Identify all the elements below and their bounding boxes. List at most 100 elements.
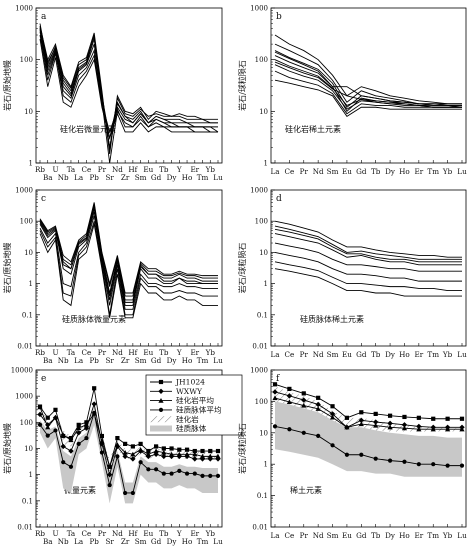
x-tick-label: Yb <box>205 348 216 357</box>
data-point-triangle <box>158 398 164 403</box>
data-point-triangle <box>176 451 182 457</box>
data-point-triangle <box>373 422 379 428</box>
data-point-triangle <box>122 449 128 455</box>
x-tick-label: Ho <box>182 356 193 365</box>
x-tick-label: Ce <box>285 531 295 540</box>
legend-label: JH1024 <box>175 378 205 387</box>
series-line <box>39 202 218 294</box>
y-tick-label: 10 <box>24 445 33 453</box>
x-tick-label: Sm <box>135 173 147 182</box>
data-point-circle <box>416 462 421 467</box>
data-point-triangle <box>145 451 151 457</box>
legend-label: 硅化岩 <box>176 414 199 424</box>
x-tick-label: Tb <box>371 167 381 176</box>
data-point-square <box>287 386 292 392</box>
y-tick-label: 10 <box>24 249 33 257</box>
x-tick-label: Eu <box>342 531 352 540</box>
series-line <box>39 25 218 154</box>
data-point-circle <box>208 473 213 478</box>
plot-frame <box>270 7 467 164</box>
x-tick-label: Dy <box>385 167 396 176</box>
plot-frame <box>270 189 467 347</box>
plot-frame <box>35 7 223 164</box>
data-point-circle <box>92 410 97 416</box>
panel-letter: a <box>41 12 47 22</box>
series-line <box>274 220 462 258</box>
data-point-circle <box>215 473 221 478</box>
data-point-square <box>192 448 197 454</box>
data-point-triangle <box>83 422 90 427</box>
data-point-square <box>184 447 190 452</box>
y-tick-label: 0.1 <box>257 492 268 500</box>
data-point-square <box>459 416 465 421</box>
data-point-triangle <box>401 425 408 431</box>
data-point-circle <box>153 467 159 472</box>
x-tick-label: Pr <box>98 529 107 538</box>
series-line <box>39 34 219 164</box>
range-band <box>40 406 218 504</box>
x-tick-label: Gd <box>356 167 367 176</box>
x-tick-label: Y <box>176 529 182 538</box>
x-tick-label: Ho <box>399 167 410 176</box>
x-tick-label: La <box>74 356 84 365</box>
x-tick-label: Nd <box>313 531 324 540</box>
x-tick-label: Er <box>415 350 424 359</box>
data-point-triangle <box>184 451 190 457</box>
x-tick-label: La <box>270 350 280 359</box>
data-point-triangle <box>99 438 105 444</box>
x-tick-label: Dy <box>385 531 396 540</box>
data-point-circle <box>344 452 350 457</box>
x-tick-label: Gd <box>151 537 162 546</box>
y-tick-label: 10 <box>259 108 268 116</box>
data-point-circle <box>445 463 450 468</box>
series-line <box>274 61 462 105</box>
y-axis-label: 岩石/原始地幔 <box>2 423 12 474</box>
x-tick-label: Er <box>190 348 199 357</box>
data-point-triangle <box>344 424 350 430</box>
x-tick-label: Gd <box>151 173 162 182</box>
x-tick-label: Pr <box>300 167 309 176</box>
y-tick-label: 1 <box>264 461 268 469</box>
data-point-diamond <box>75 430 82 436</box>
x-tick-label: Ba <box>43 356 53 365</box>
data-point-square <box>153 444 159 449</box>
x-tick-label: Pb <box>89 537 99 546</box>
x-tick-label: Eu <box>342 167 352 176</box>
x-tick-label: Eu <box>143 165 153 174</box>
data-point-square <box>316 395 321 400</box>
y-tick-label: 1 <box>29 280 33 288</box>
data-point-circle <box>161 471 166 476</box>
x-tick-label: Sm <box>135 537 147 546</box>
y-tick-label: 1 <box>29 471 33 479</box>
data-point-circle <box>107 482 112 488</box>
data-point-diamond <box>387 420 393 427</box>
x-tick-label: U <box>52 529 58 538</box>
series-line <box>274 233 462 266</box>
y-tick-label: 100 <box>255 398 268 406</box>
data-point-square <box>330 404 335 409</box>
data-point-circle <box>431 462 436 467</box>
y-tick-label: 0.1 <box>257 311 268 319</box>
data-point-triangle <box>207 453 213 459</box>
data-point-triangle <box>387 424 393 430</box>
series-line <box>274 34 462 105</box>
x-tick-label: Nb <box>58 537 69 546</box>
series-line <box>274 261 462 291</box>
legend-label: WXWY <box>176 387 203 396</box>
data-point-triangle <box>315 406 321 411</box>
data-point-triangle <box>60 432 66 438</box>
data-point-square <box>76 422 81 427</box>
x-tick-label: Er <box>415 531 424 540</box>
data-point-square <box>158 379 164 385</box>
data-point-circle <box>192 471 197 476</box>
data-point-triangle <box>416 426 422 432</box>
series-line <box>39 204 218 297</box>
x-tick-label: Hf <box>128 348 138 357</box>
data-point-circle <box>130 490 135 496</box>
plot-frame <box>270 369 467 528</box>
x-tick-label: Y <box>176 348 182 357</box>
y-tick-label: 1000 <box>15 393 33 401</box>
legend-swatch <box>150 416 172 423</box>
x-tick-label: Hf <box>128 529 138 538</box>
